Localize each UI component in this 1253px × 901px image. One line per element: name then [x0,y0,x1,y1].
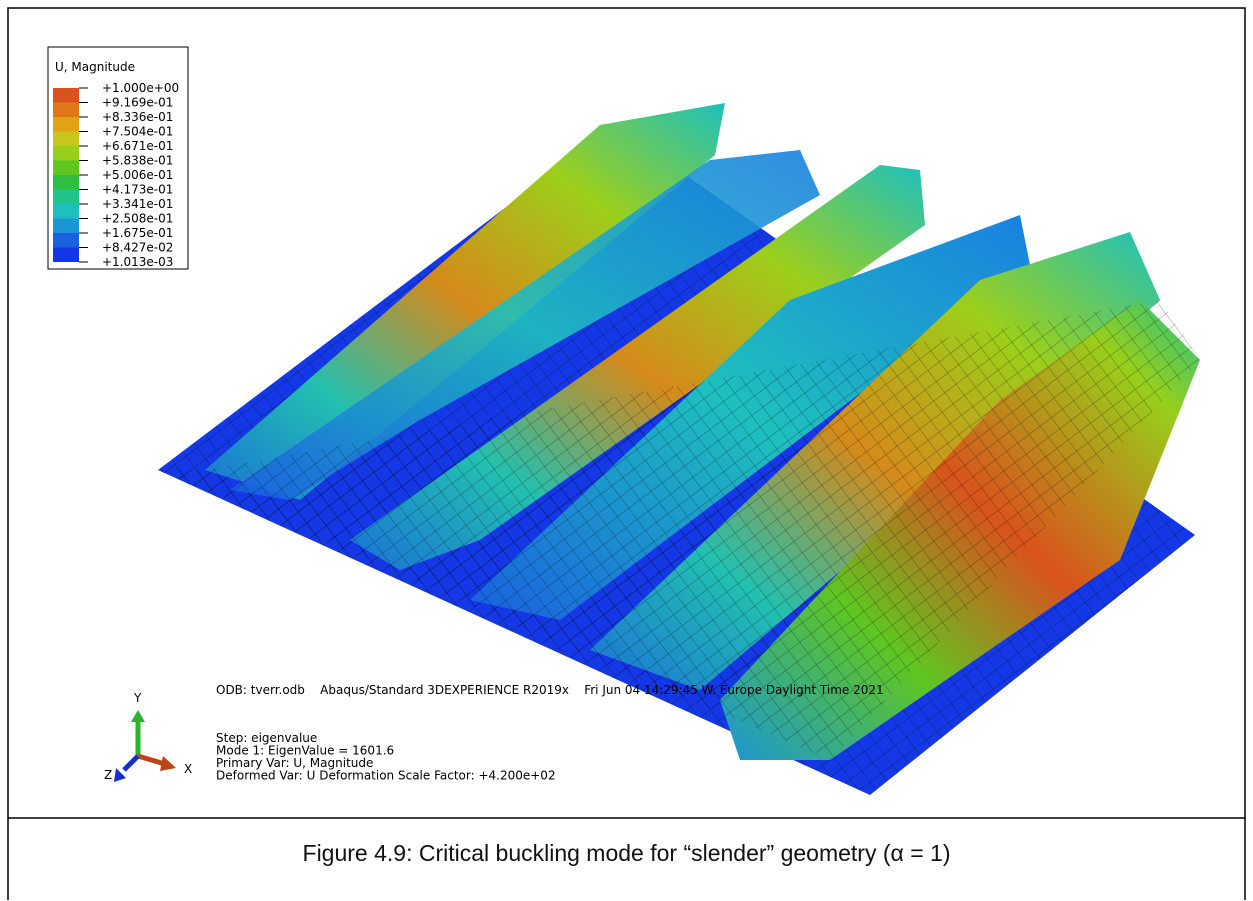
legend-label: +7.504e-01 [102,125,173,139]
legend-label: +8.336e-01 [102,110,173,124]
legend-label: +2.508e-01 [102,212,173,226]
legend-swatch [53,88,79,103]
legend-label: +1.675e-01 [102,226,173,240]
axis-z-label: Z [104,768,112,782]
legend-label: +5.006e-01 [102,168,173,182]
axis-y-label: Y [133,691,142,705]
legend-label: +1.000e+00 [102,81,179,95]
caption: Figure 4.9: Critical buckling mode for “… [0,840,1253,867]
legend-swatch [53,117,79,132]
legend-label: +8.427e-02 [102,241,173,255]
legend-swatch [53,204,79,219]
legend-label: +6.671e-01 [102,139,173,153]
legend-swatch [53,219,79,234]
legend-label: +1.013e-03 [102,255,173,269]
legend-swatch [53,161,79,176]
legend-swatch [53,233,79,248]
legend: U, Magnitude +1.000e+00+9.169e-01+8.336e… [48,47,188,269]
page: U, Magnitude +1.000e+00+9.169e-01+8.336e… [0,0,1253,901]
legend-swatch [53,146,79,161]
legend-label: +5.838e-01 [102,154,173,168]
legend-label: +3.341e-01 [102,197,173,211]
axis-x-label: X [184,762,192,776]
info-line: Deformed Var: U Deformation Scale Factor… [216,769,556,783]
legend-swatch [53,248,79,263]
legend-label: +9.169e-01 [102,96,173,110]
odb-line: ODB: tverr.odb Abaqus/Standard 3DEXPERIE… [216,683,884,697]
legend-swatch [53,132,79,147]
legend-swatch [53,190,79,205]
legend-label: +4.173e-01 [102,183,173,197]
legend-title: U, Magnitude [55,60,135,74]
legend-swatch [53,103,79,118]
figure: U, Magnitude +1.000e+00+9.169e-01+8.336e… [0,0,1253,901]
legend-swatch [53,175,79,190]
